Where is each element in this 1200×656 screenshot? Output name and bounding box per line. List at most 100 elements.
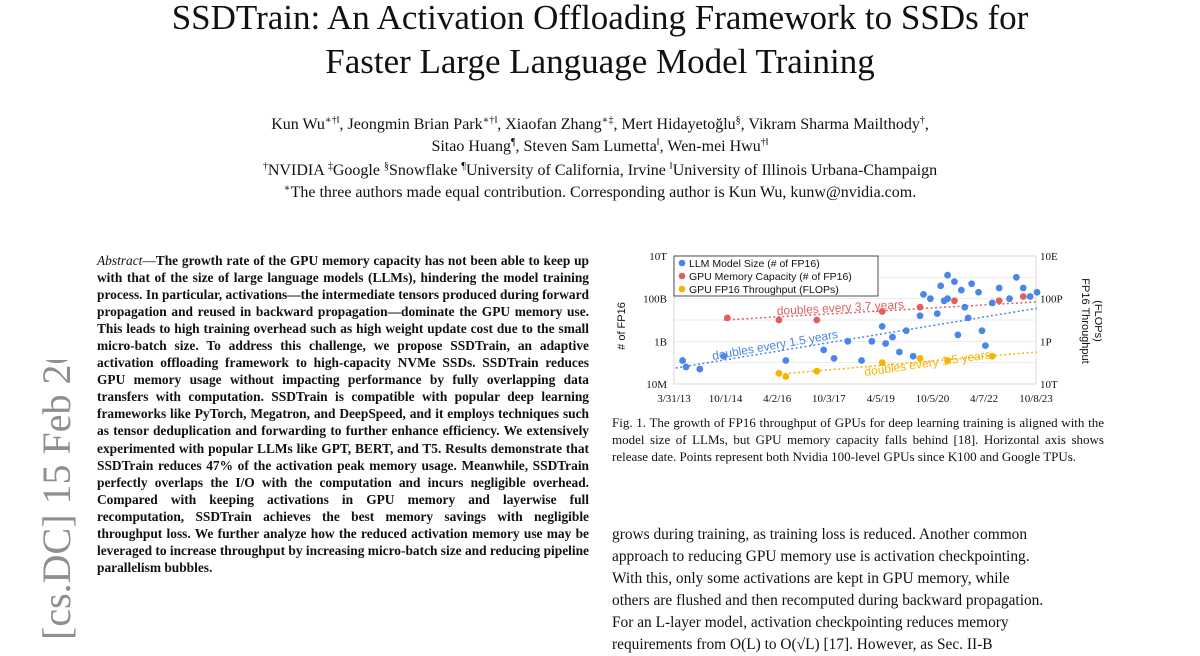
data-point-llm: [916, 312, 924, 320]
data-point-llm: [844, 337, 852, 345]
author-name: Mert Hidayetoğlu: [621, 116, 736, 133]
body-line: grows during training, as training loss …: [612, 526, 1028, 543]
author-sup: †: [919, 115, 925, 126]
affiliation-list: †NVIDIA ‡Google §Snowflake ¶University o…: [0, 160, 1200, 182]
figure-1: 10T 100B 1B 10M 10E 100P 1P 10T 3/31/13 10/1/14…: [612, 246, 1104, 411]
author-list: Kun Wu∗†‖, Jeongmin Brian Park∗†‖, Xiaof…: [0, 114, 1200, 158]
data-point-llm: [937, 282, 945, 290]
data-point-memory: [723, 314, 731, 322]
author-name: Vikram Sharma Mailthody: [748, 116, 920, 133]
data-point-llm: [1012, 273, 1020, 281]
annotation-memory: doubles every 3.7 years: [776, 297, 904, 318]
author-name: Sitao Huang: [431, 138, 511, 155]
data-point-memory: [878, 308, 886, 315]
affiliation: Google: [332, 162, 380, 179]
legend-marker-throughput: [678, 285, 686, 293]
data-point-llm: [696, 365, 704, 373]
data-point-llm: [902, 327, 910, 335]
data-point-llm: [944, 271, 951, 279]
data-point-llm: [961, 303, 969, 311]
legend-entry-llm: LLM Model Size (# of FP16): [689, 258, 820, 270]
trend-line-throughput: [775, 351, 1038, 376]
data-point-llm: [868, 337, 876, 345]
data-point-memory: [995, 297, 1003, 305]
body-line: requirements from O(L) to O(√L) [17]. Ho…: [612, 636, 993, 653]
author-name: Steven Sam Lumetta: [523, 138, 657, 155]
y-tick-right: 100P: [1040, 294, 1063, 306]
data-point-llm: [679, 357, 687, 364]
abstract: Abstract—The growth rate of the GPU memo…: [97, 252, 589, 576]
body-line: For an L-layer model, activation checkpo…: [612, 614, 1009, 631]
data-point-llm: [1006, 295, 1013, 303]
y-axis-label-right-line1: FP16 Throughput: [1079, 278, 1091, 363]
abstract-text: The growth rate of the GPU memory capaci…: [97, 253, 589, 575]
data-point-memory: [1019, 293, 1027, 300]
x-tick-label: 10/1/14: [709, 393, 743, 405]
data-point-llm: [957, 286, 965, 294]
y-tick-left: 10M: [646, 379, 667, 391]
affiliation-sup: ‡: [327, 161, 333, 172]
data-point-llm: [882, 340, 890, 347]
annotation-llm: doubles every 1.5 years: [711, 327, 839, 363]
data-point-llm: [889, 333, 896, 341]
data-point-llm: [978, 327, 986, 335]
affiliation-sup: ¶: [461, 161, 466, 172]
paper-title-line1: SSDTrain: An Activation Offloading Frame…: [171, 0, 1029, 37]
legend: LLM Model Size (# of FP16) GPU Memory Ca…: [673, 255, 879, 297]
annotation-throughput: doubles every 1.5 years: [863, 347, 991, 379]
author-sup: ‖: [656, 137, 660, 148]
data-points: [679, 271, 1041, 380]
data-point-llm: [682, 363, 690, 371]
y-tick-right: 10E: [1040, 251, 1058, 263]
y-tick-right: 1P: [1040, 336, 1052, 348]
x-tick-label: 4/5/19: [867, 393, 896, 405]
data-point-llm: [926, 295, 934, 303]
author-sup: ∗†‖: [482, 115, 498, 126]
y-tick-left: 100B: [643, 294, 667, 306]
data-point-llm: [858, 357, 865, 364]
x-tick-label: 4/2/16: [763, 393, 792, 405]
author-name: Kun Wu: [271, 116, 325, 133]
data-point-throughput: [916, 355, 924, 362]
affiliation-sup: ‖: [669, 161, 673, 172]
legend-entry-throughput: GPU FP16 Throughput (FLOPs): [689, 284, 839, 296]
body-line: approach to reducing GPU memory use is a…: [612, 548, 1030, 565]
arxiv-stamp: [cs.DC] 15 Feb 2025: [34, 360, 79, 640]
author-sup: §: [735, 115, 741, 126]
y-ticks-left: 10T 100B 1B 10M: [643, 251, 667, 391]
legend-box: [673, 255, 879, 297]
y-axis-label-left: # of FP16: [616, 302, 628, 350]
data-point-llm: [982, 342, 989, 349]
trend-line-memory: [723, 301, 1038, 321]
data-point-llm: [720, 352, 728, 360]
data-point-throughput: [944, 357, 951, 364]
data-point-llm: [895, 348, 903, 356]
author-sup: ∗†‖: [324, 115, 340, 126]
data-point-llm: [988, 299, 996, 307]
author-name: Xiaofan Zhang: [505, 116, 602, 133]
legend-marker-llm: [678, 259, 686, 267]
data-point-llm: [1033, 288, 1041, 296]
data-point-memory: [951, 297, 958, 305]
y-axis-label-right-line2: (FLOPs): [1092, 300, 1102, 342]
y-axis-label-right: FP16 Throughput(FLOPs): [1079, 278, 1102, 363]
body-line: others are flushed and then recomputed d…: [612, 592, 1044, 609]
data-point-llm: [782, 357, 790, 364]
data-point-llm: [975, 288, 982, 296]
data-point-memory: [775, 316, 783, 324]
data-point-throughput: [775, 369, 783, 377]
data-point-memory: [916, 303, 924, 311]
x-tick-label: 10/3/17: [812, 393, 846, 405]
affiliation: University of Illinois Urbana-Champaign: [672, 162, 938, 179]
data-point-memory: [813, 316, 821, 324]
data-point-llm: [1019, 284, 1027, 292]
affiliation-sup: §: [383, 161, 389, 172]
data-point-llm: [820, 346, 828, 354]
author-name: Jeongmin Brian Park: [347, 116, 483, 133]
arxiv-stamp-text: [cs.DC] 15 Feb 2025: [34, 360, 79, 640]
y-ticks-right: 10E 100P 1P 10T: [1040, 251, 1063, 391]
data-point-llm: [1026, 293, 1034, 300]
note-text: The three authors made equal contributio…: [290, 184, 917, 201]
x-tick-label: 3/31/13: [657, 393, 691, 405]
body-text: grows during training, as training loss …: [612, 524, 1106, 656]
